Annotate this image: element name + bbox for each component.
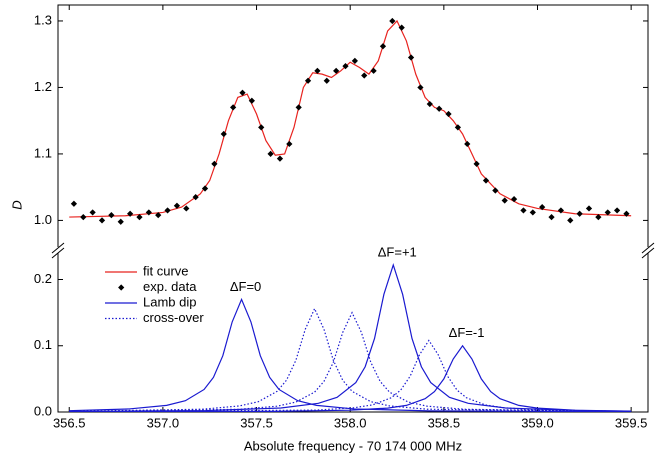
data-point bbox=[295, 104, 302, 111]
curve bbox=[69, 311, 632, 412]
curve bbox=[69, 307, 632, 412]
data-point bbox=[239, 89, 246, 96]
data-point bbox=[482, 177, 490, 184]
data-point bbox=[529, 209, 536, 216]
data-point bbox=[501, 197, 508, 204]
y-tick-label: 0.0 bbox=[34, 403, 52, 418]
plot-area bbox=[69, 262, 632, 412]
break-mark bbox=[641, 242, 655, 254]
data-point bbox=[445, 110, 452, 118]
x-tick-label: 357.5 bbox=[240, 415, 273, 430]
data-point bbox=[248, 97, 255, 104]
data-point bbox=[492, 187, 499, 194]
plot-frame bbox=[57, 4, 649, 247]
data-point bbox=[173, 202, 181, 209]
data-point bbox=[164, 207, 171, 214]
data-point bbox=[576, 210, 583, 217]
data-point bbox=[473, 160, 480, 168]
data-point bbox=[379, 43, 387, 50]
peak-label: ΔF=+1 bbox=[378, 244, 417, 259]
data-point bbox=[520, 207, 527, 214]
y-tick-label: 0.2 bbox=[34, 271, 52, 286]
x-tick-label: 358.0 bbox=[334, 415, 367, 430]
y-tick-label: 0.1 bbox=[34, 337, 52, 352]
legend-label: cross-over bbox=[143, 310, 204, 325]
data-point bbox=[258, 124, 265, 131]
curve bbox=[69, 262, 632, 412]
data-point bbox=[211, 160, 218, 168]
data-point bbox=[98, 217, 106, 224]
x-axis-label: Absolute frequency - 70 174 000 MHz bbox=[244, 438, 462, 453]
line bbox=[69, 19, 632, 218]
plot-frame bbox=[57, 253, 649, 413]
data-point bbox=[230, 104, 237, 111]
data-point bbox=[126, 210, 134, 217]
data-point bbox=[276, 155, 284, 162]
break-mark bbox=[51, 242, 65, 254]
data-point bbox=[510, 196, 518, 203]
data-point bbox=[323, 77, 330, 84]
legend-label: exp. data bbox=[143, 279, 197, 294]
data-point bbox=[361, 72, 368, 79]
data-point bbox=[548, 213, 555, 221]
x-tick-label: 359.0 bbox=[521, 415, 554, 430]
x-tick-label: 357.0 bbox=[147, 415, 180, 430]
curve bbox=[69, 339, 632, 412]
data-point bbox=[464, 140, 471, 148]
axis-break bbox=[51, 242, 655, 259]
plot-area bbox=[69, 17, 632, 225]
y-tick-label: 1.0 bbox=[34, 212, 52, 227]
data-point bbox=[220, 130, 227, 138]
y-tick-label: 1.3 bbox=[34, 12, 52, 27]
x-tick-label: 358.5 bbox=[428, 415, 461, 430]
data-point bbox=[370, 67, 377, 74]
data-point bbox=[145, 209, 152, 216]
data-point bbox=[567, 217, 574, 224]
data-point bbox=[585, 205, 593, 212]
curve bbox=[69, 344, 632, 412]
data-point bbox=[183, 205, 190, 212]
y-tick-label: 1.2 bbox=[34, 79, 52, 94]
curve bbox=[69, 297, 632, 412]
data-point bbox=[89, 209, 96, 216]
legend-marker bbox=[118, 284, 125, 291]
data-point bbox=[426, 100, 433, 108]
data-point bbox=[155, 211, 162, 219]
y-tick-label: 1.1 bbox=[34, 145, 52, 160]
peak-label: ΔF=0 bbox=[230, 279, 261, 294]
data-point bbox=[80, 213, 87, 221]
data-point bbox=[436, 105, 443, 112]
legend-label: fit curve bbox=[143, 263, 189, 278]
data-point bbox=[117, 218, 124, 225]
data-point bbox=[70, 200, 78, 207]
data-point bbox=[613, 207, 621, 214]
x-tick-label: 356.5 bbox=[53, 415, 86, 430]
data-point bbox=[108, 211, 115, 219]
data-point bbox=[407, 54, 415, 61]
peak-label: ΔF=-1 bbox=[449, 325, 485, 340]
x-tick-label: 359.5 bbox=[615, 415, 648, 430]
legend-label: Lamb dip bbox=[143, 294, 196, 309]
y-axis-label: D bbox=[9, 200, 24, 209]
